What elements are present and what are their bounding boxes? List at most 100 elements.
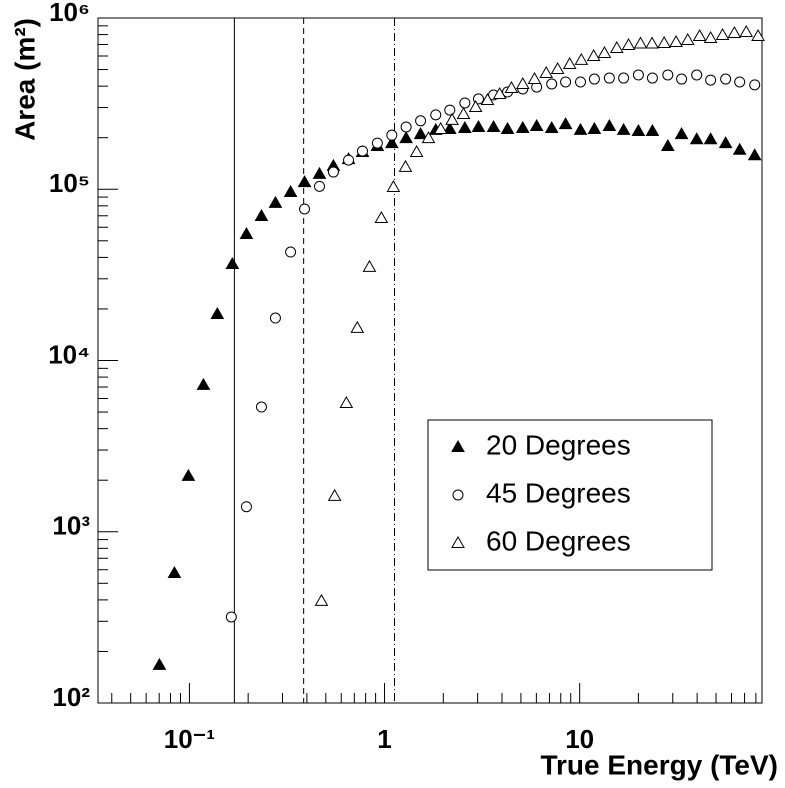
marker xyxy=(312,166,327,179)
marker xyxy=(618,72,630,84)
marker xyxy=(546,78,558,90)
marker xyxy=(468,100,483,113)
marker xyxy=(343,154,355,166)
marker xyxy=(603,72,615,84)
marker xyxy=(703,31,718,44)
marker xyxy=(457,120,472,133)
marker xyxy=(631,123,646,136)
marker xyxy=(268,195,283,208)
x-tick-label: 10 xyxy=(565,724,594,754)
marker xyxy=(562,56,577,69)
marker xyxy=(299,203,311,215)
marker xyxy=(645,123,660,136)
marker xyxy=(689,132,704,145)
y-tick-label: 10⁶ xyxy=(49,0,90,27)
marker xyxy=(339,395,354,408)
marker xyxy=(225,256,240,270)
marker xyxy=(399,131,413,144)
marker xyxy=(452,489,464,501)
marker xyxy=(632,69,644,81)
marker xyxy=(486,119,501,132)
marker xyxy=(633,36,648,49)
marker xyxy=(674,127,689,140)
legend-box xyxy=(427,419,713,571)
marker xyxy=(544,120,559,133)
marker xyxy=(327,488,342,501)
marker xyxy=(269,312,281,324)
marker xyxy=(587,121,602,134)
plot-frame xyxy=(97,17,763,704)
marker xyxy=(314,593,329,606)
marker xyxy=(445,112,459,125)
marker xyxy=(409,144,424,158)
marker xyxy=(371,137,383,149)
marker xyxy=(254,208,269,221)
marker xyxy=(255,401,267,413)
marker xyxy=(602,119,617,132)
marker xyxy=(386,180,401,193)
marker xyxy=(676,73,688,85)
marker xyxy=(350,320,365,333)
legend-label: 45 Degrees xyxy=(486,477,631,508)
marker xyxy=(645,36,659,49)
marker xyxy=(210,306,225,319)
marker xyxy=(362,259,377,272)
marker xyxy=(196,377,211,390)
marker xyxy=(480,92,495,106)
marker xyxy=(574,52,589,65)
marker xyxy=(669,35,683,48)
marker xyxy=(398,159,413,172)
marker xyxy=(500,121,515,134)
marker xyxy=(421,131,436,144)
marker xyxy=(588,73,600,85)
marker xyxy=(504,81,519,94)
marker xyxy=(283,184,298,197)
x-tick-label: 10⁻¹ xyxy=(164,724,215,754)
x-axis-label: True Energy (TeV) xyxy=(540,749,778,780)
marker xyxy=(715,27,730,40)
marker xyxy=(459,97,471,109)
marker xyxy=(575,76,587,88)
marker xyxy=(167,566,182,579)
marker xyxy=(400,121,412,133)
marker xyxy=(357,145,369,157)
y-tick-label: 10³ xyxy=(52,511,90,541)
marker xyxy=(515,76,530,89)
marker xyxy=(609,40,624,54)
marker xyxy=(586,48,601,61)
marker xyxy=(747,148,762,161)
marker xyxy=(451,535,465,548)
marker xyxy=(739,24,754,37)
marker xyxy=(374,211,389,224)
marker xyxy=(691,69,703,81)
marker xyxy=(621,38,636,51)
marker xyxy=(616,122,631,135)
marker xyxy=(471,119,486,132)
marker xyxy=(313,180,325,192)
marker xyxy=(657,35,672,48)
marker xyxy=(152,657,167,670)
marker xyxy=(386,129,398,141)
marker xyxy=(442,121,457,134)
legend-label: 20 Degrees xyxy=(486,429,631,460)
marker xyxy=(327,166,339,178)
marker xyxy=(573,122,588,135)
marker xyxy=(660,138,675,151)
marker xyxy=(720,73,732,85)
marker xyxy=(550,61,565,74)
marker xyxy=(718,136,733,149)
marker xyxy=(285,246,297,258)
marker xyxy=(433,121,448,134)
marker xyxy=(646,72,658,84)
marker xyxy=(456,107,471,120)
marker xyxy=(727,26,742,39)
y-tick-label: 10⁵ xyxy=(49,168,90,198)
marker xyxy=(558,117,573,130)
marker xyxy=(703,132,718,145)
marker xyxy=(225,611,237,623)
marker xyxy=(597,45,612,58)
y-tick-label: 10⁴ xyxy=(48,339,90,369)
marker xyxy=(430,109,442,121)
y-axis-label: Area (m²) xyxy=(9,18,40,141)
